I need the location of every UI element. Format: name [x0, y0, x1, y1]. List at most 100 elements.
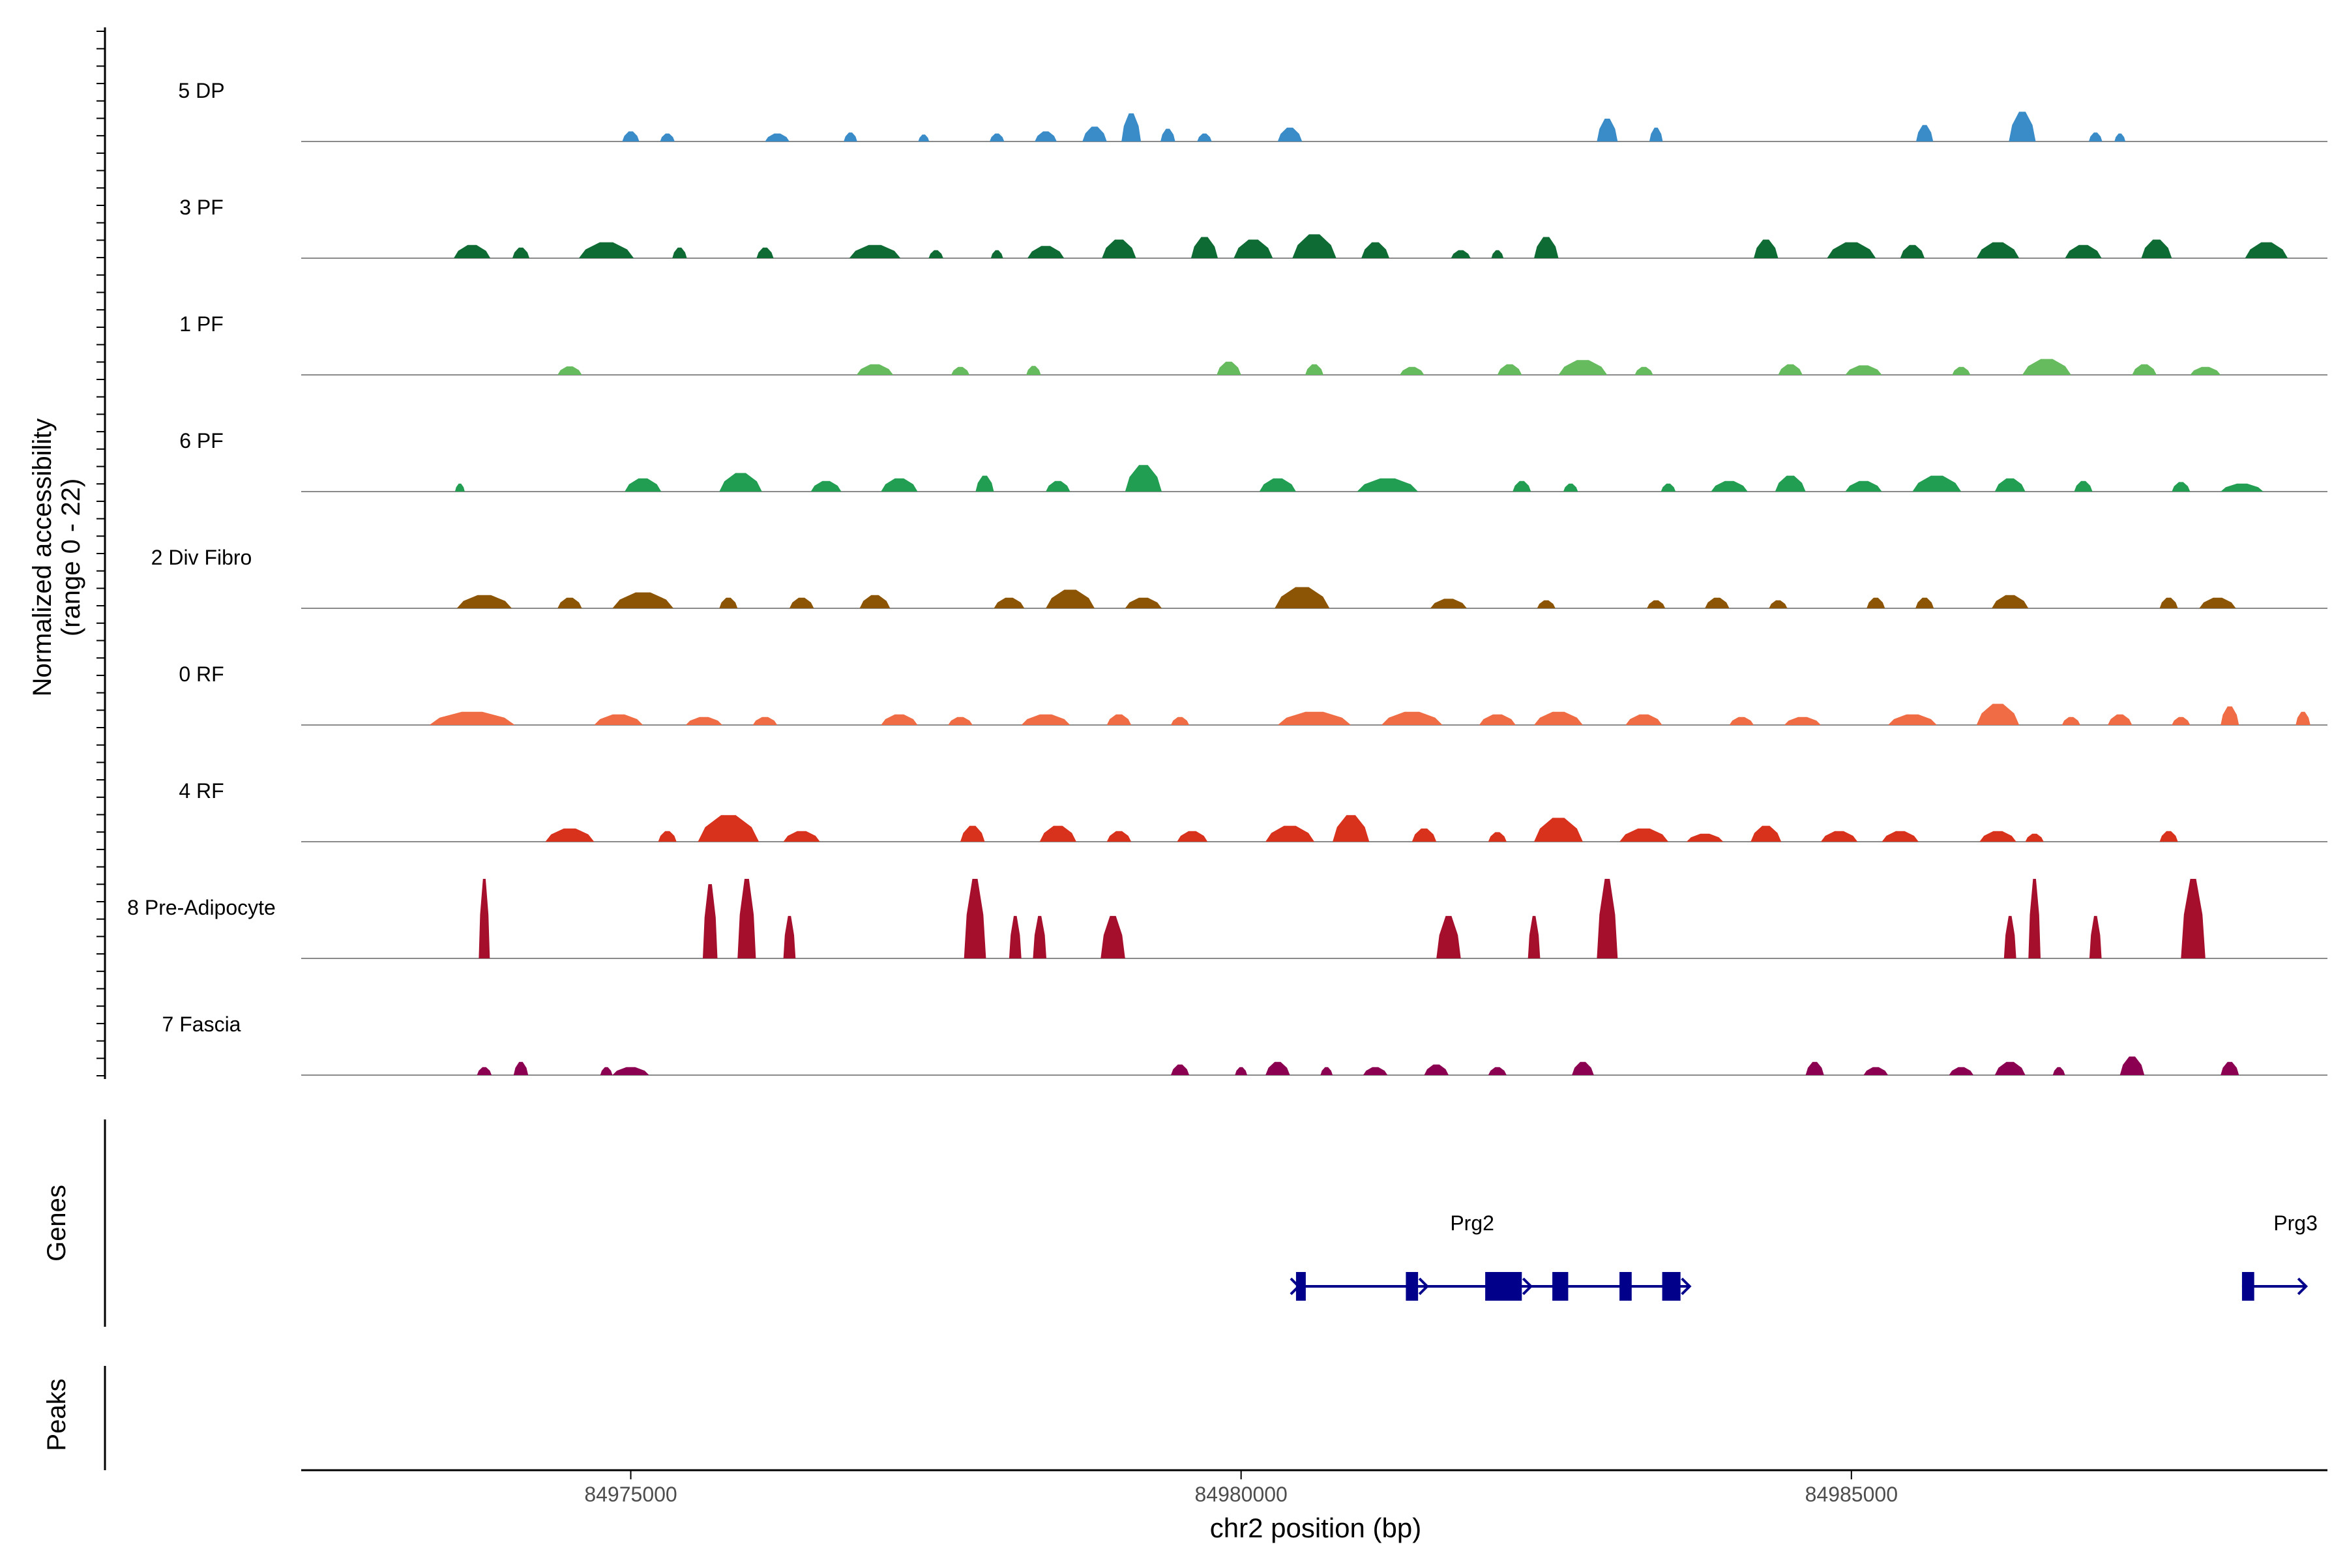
gene-label: Prg2 [1450, 1211, 1494, 1235]
coverage-peak [557, 597, 582, 608]
coverage-peak [752, 717, 778, 725]
coverage-peak [1026, 366, 1041, 375]
coverage-peak [1277, 127, 1303, 141]
gene: Prg3 [2241, 1211, 2318, 1301]
coverage-peak [612, 592, 673, 608]
coverage-peak [1619, 828, 1668, 842]
coverage-peak [960, 825, 985, 842]
coverage-peak [1160, 128, 1175, 141]
track-label: 6 PF [179, 429, 224, 452]
gene-exon [1552, 1272, 1569, 1301]
strand-arrow [1290, 1277, 1301, 1295]
coverage-peak [2114, 133, 2126, 141]
coverage-peak [2199, 597, 2236, 608]
genes-layer: Prg2 Prg3 [104, 1119, 2318, 1327]
coverage-peak [1235, 1067, 1247, 1075]
coverage-peak [719, 597, 738, 608]
coverage-peak [1769, 600, 1788, 608]
coverage-peak [990, 133, 1005, 141]
coverage-peak [512, 247, 530, 258]
coverage-peak [2089, 132, 2103, 141]
coverage-peak [698, 815, 760, 842]
coverage-peak [1572, 1061, 1594, 1075]
track-label: 5 DP [178, 79, 224, 102]
coverage-peak [1430, 599, 1467, 608]
coverage-peak [1265, 825, 1314, 842]
coverage-peak [783, 831, 820, 842]
coverage-peak [1625, 714, 1662, 725]
coverage-peak [859, 595, 891, 608]
track-label: 1 PF [179, 312, 224, 336]
coverage-peak [1784, 717, 1821, 725]
coverage-peak [1411, 828, 1437, 842]
coverage-peak [1528, 915, 1541, 958]
coverage-peak [2172, 482, 2191, 492]
coverage-peak [737, 879, 756, 958]
coverage-peak [2119, 1056, 2145, 1075]
coverage-peak [1711, 481, 1748, 492]
gene-exon [2241, 1272, 2254, 1301]
coverage-peak [1534, 237, 1559, 258]
strand-arrow [1418, 1277, 1429, 1295]
coverage-peak [600, 1067, 613, 1075]
coverage-peak [1121, 113, 1142, 141]
coverage-peak [1687, 833, 1724, 842]
coverage-peak [658, 831, 677, 842]
coverage-peak [625, 478, 662, 492]
coverage-peak [1537, 600, 1556, 608]
y-axis-title-line1: Normalized accessibility [28, 419, 57, 697]
coverage-peak [1994, 1061, 2026, 1075]
coverage-peak [1534, 711, 1583, 725]
coverage-peak [756, 247, 774, 258]
coverage-peak [918, 134, 930, 141]
coverage-peak [2221, 1061, 2239, 1075]
strand-arrow [1522, 1277, 1533, 1295]
coverage-peak [1305, 364, 1323, 375]
coverage-peak [1952, 366, 1971, 375]
gene-exon [1485, 1272, 1522, 1301]
coverage-peak [477, 1067, 492, 1075]
coverage-peak [948, 717, 973, 725]
coverage-peak [1125, 465, 1162, 492]
coverage-peak [1534, 818, 1583, 842]
x-tick-label: 84975000 [584, 1483, 677, 1506]
coverage-peak [1197, 133, 1212, 141]
coverage-peak [881, 478, 918, 492]
coverage-peak [703, 884, 718, 958]
coverage-peak [1513, 481, 1531, 492]
x-tick-label: 84985000 [1805, 1483, 1898, 1506]
coverage-peak [881, 714, 918, 725]
gene-exon [1406, 1272, 1419, 1301]
coverage-peak [454, 244, 491, 258]
coverage-peak [2245, 242, 2288, 258]
coverage-peak [1558, 360, 1608, 375]
coverage-peak [1750, 825, 1782, 842]
coverage-peak [849, 244, 901, 258]
coverage-peak [1976, 703, 2020, 725]
coverage-peak [1106, 831, 1132, 842]
coverage-peak [2074, 481, 2093, 492]
coverage-peak [1035, 131, 1057, 141]
coverage-peak [1333, 815, 1370, 842]
coverage-peak [1705, 597, 1730, 608]
coverage-peak [810, 481, 842, 492]
coverage-peak [1949, 1067, 1973, 1075]
coverage-peak [783, 915, 796, 958]
track-label: 8 Pre-Adipocyte [127, 896, 276, 919]
coverage-peak [1775, 475, 1806, 492]
gene-label: Prg3 [2273, 1211, 2318, 1235]
coverage-peak [1046, 481, 1070, 492]
coverage-peak [1424, 1064, 1449, 1075]
peaks-panel-label: Peaks [42, 1378, 71, 1451]
track-label: 4 RF [179, 779, 224, 803]
coverage-peak [1827, 242, 1876, 258]
coverage-peak [1275, 587, 1330, 608]
coverage-peak [1217, 361, 1241, 375]
coverage-peak [1916, 125, 1934, 141]
coverage-peak [1009, 915, 1022, 958]
coverage-peak [2003, 915, 2016, 958]
coverage-peak [1400, 366, 1424, 375]
track: 3 PF [179, 196, 2327, 259]
coverage-peak [513, 1061, 529, 1075]
